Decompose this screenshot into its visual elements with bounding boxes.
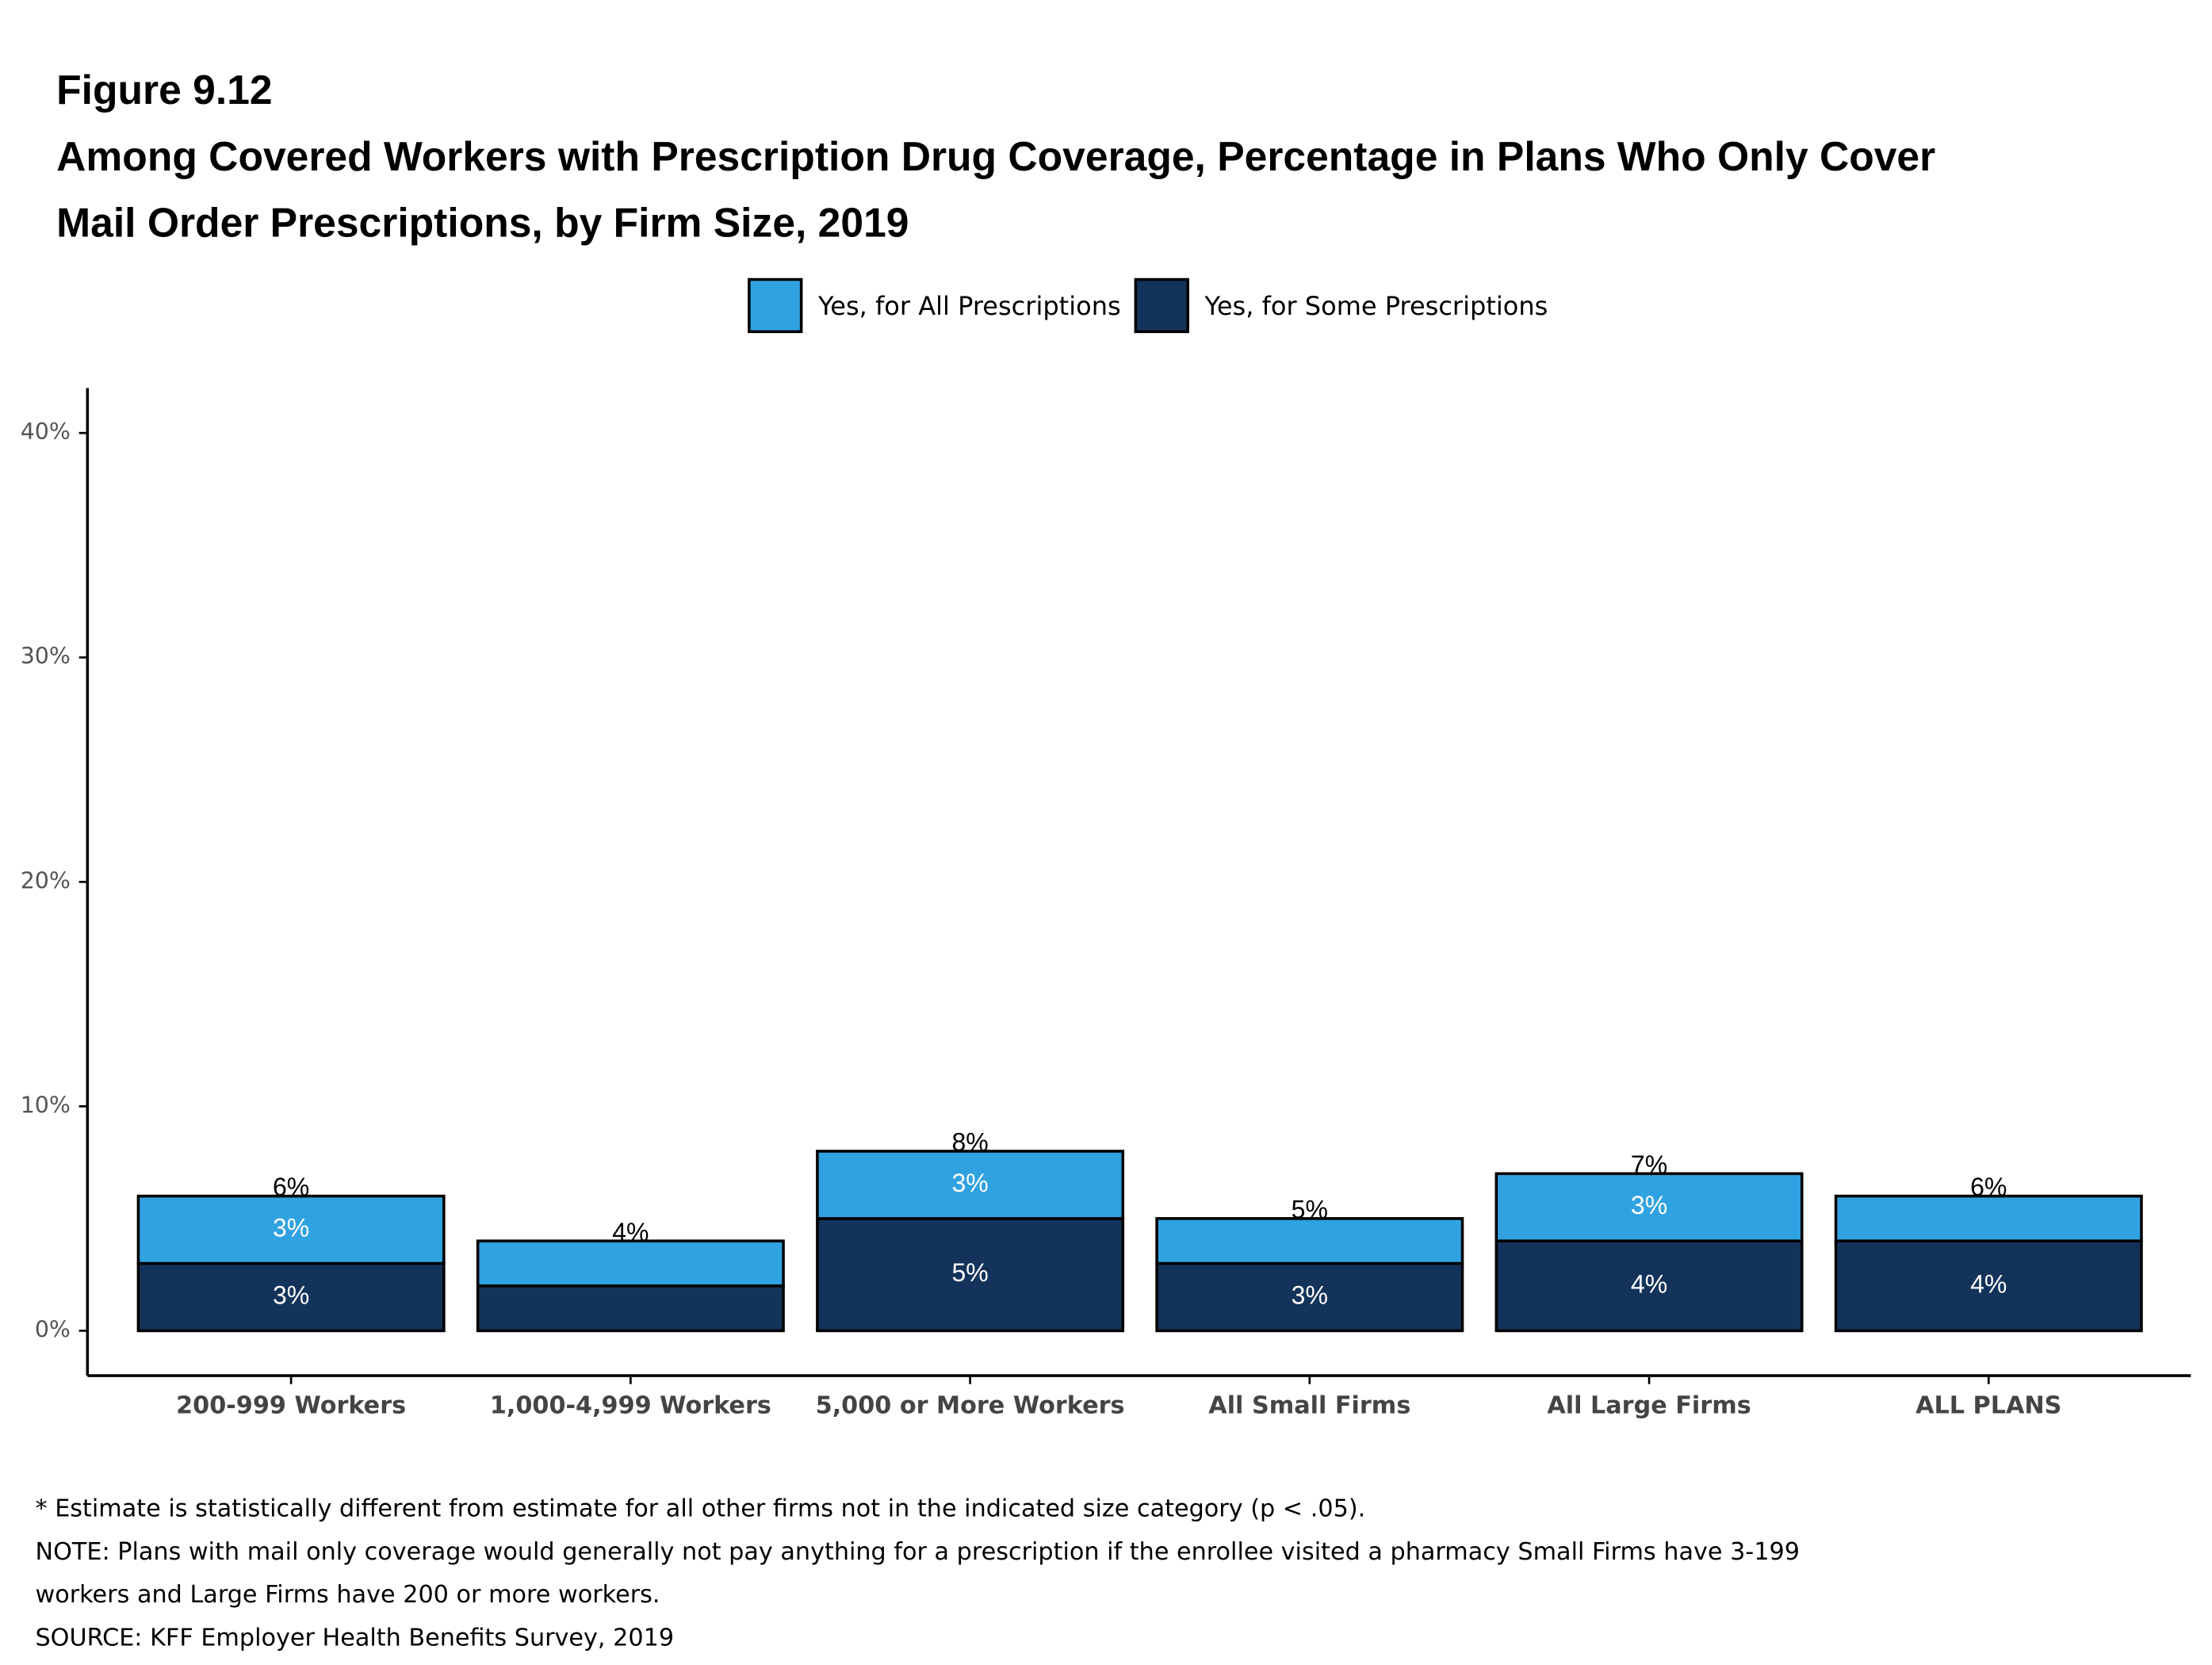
y-tick-label: 30% [21, 643, 71, 669]
bar-segment [1834, 1239, 2143, 1333]
x-tick-label: All Large Firms [1547, 1392, 1751, 1420]
x-tick-label: ALL PLANS [1915, 1392, 2061, 1420]
bar-segment [816, 1150, 1125, 1220]
y-tick-label: 20% [21, 867, 71, 894]
total-label: 4% [612, 1218, 649, 1246]
segment-label: 3% [951, 1169, 988, 1197]
chart-title: Among Covered Workers with Prescription … [56, 133, 1935, 179]
bar-segment [136, 1261, 446, 1333]
bar-segment [136, 1194, 446, 1265]
footnote: NOTE: Plans with mail only coverage woul… [35, 1538, 1799, 1566]
figure-label: Figure 9.12 [56, 67, 272, 113]
segment-label: 5% [951, 1258, 988, 1287]
total-label: 7% [1631, 1150, 1667, 1179]
segment-label: 4% [1631, 1269, 1667, 1298]
x-tick-label: 200-999 Workers [176, 1392, 406, 1420]
bar-segment [816, 1217, 1125, 1333]
legend-swatch [1134, 278, 1189, 334]
y-tick-label: 0% [35, 1316, 71, 1342]
y-tick-label: 10% [21, 1092, 71, 1118]
bar-segment [1155, 1261, 1464, 1333]
y-tick-label: 40% [21, 419, 71, 445]
bar-segment [476, 1239, 785, 1288]
footnote: workers and Large Firms have 200 or more… [35, 1581, 660, 1609]
segment-label: 3% [1292, 1280, 1328, 1309]
bar-segment [1494, 1172, 1804, 1242]
segment-label: 3% [1631, 1191, 1667, 1219]
legend-swatch [748, 278, 803, 334]
footnote: SOURCE: KFF Employer Health Benefits Sur… [35, 1624, 674, 1652]
segment-label: 4% [1970, 1269, 2007, 1298]
bar-segment [1834, 1194, 2143, 1242]
legend-label: Yes, for Some Prescriptions [1204, 291, 1548, 321]
x-tick-label: 1,000-4,999 Workers [490, 1392, 771, 1420]
total-label: 5% [1292, 1195, 1328, 1223]
segment-label: 3% [273, 1213, 309, 1242]
x-tick-label: 5,000 or More Workers [816, 1392, 1125, 1420]
chart-title: Mail Order Prescriptions, by Firm Size, … [56, 200, 909, 246]
bar-segment [1155, 1217, 1464, 1265]
segment-label: 3% [273, 1280, 309, 1309]
bar-segment [476, 1284, 785, 1333]
legend-label: Yes, for All Prescriptions [817, 291, 1121, 321]
total-label: 8% [951, 1128, 988, 1157]
total-label: 6% [1970, 1173, 2007, 1201]
total-label: 6% [273, 1173, 309, 1201]
bar-segment [1494, 1239, 1804, 1333]
x-tick-label: All Small Firms [1208, 1392, 1410, 1420]
footnote: * Estimate is statistically different fr… [35, 1495, 1365, 1523]
